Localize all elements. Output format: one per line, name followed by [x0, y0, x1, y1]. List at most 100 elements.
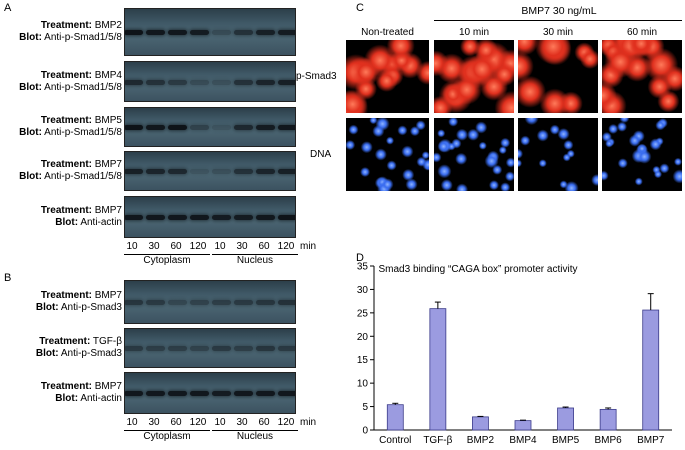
blot-label: Treatment: BMP7 Blot: Anti-actin [0, 381, 122, 405]
blot-key: Blot: [19, 171, 42, 182]
blot-band [278, 215, 295, 220]
bar [642, 309, 660, 431]
blot-band [278, 169, 295, 174]
dna-image [602, 118, 682, 191]
bar [514, 420, 532, 431]
dna-image [346, 118, 429, 191]
blot-band [256, 346, 275, 351]
lane-label: 60 [258, 241, 270, 252]
blot-band [168, 30, 187, 35]
blot-band [168, 125, 187, 130]
blot-key: Blot: [55, 393, 79, 404]
blot-band [168, 391, 187, 396]
y-tick-label: 15 [357, 355, 369, 366]
blot-band [234, 300, 253, 305]
blot-band [212, 169, 231, 174]
blot-band [256, 215, 275, 220]
group-line-cytoplasm [124, 430, 210, 431]
blot-image [124, 107, 296, 147]
lane-label: 60 [170, 417, 182, 428]
bar [599, 408, 617, 431]
panel-c-column-label: 30 min [542, 27, 573, 38]
blot-band [146, 215, 165, 220]
y-tick-label: 20 [357, 332, 369, 343]
blot-band [234, 169, 253, 174]
group-line-cytoplasm [124, 254, 210, 255]
bar [429, 308, 447, 431]
lane-label: 30 [236, 417, 248, 428]
blot-band [212, 215, 231, 220]
psmad3-image [346, 40, 429, 113]
bar [557, 407, 574, 431]
blot-band [234, 125, 253, 130]
blot-value: Anti-p-Smad1/5/8 [44, 81, 122, 93]
x-tick-label: TGF-β [423, 435, 452, 446]
blot-band [278, 125, 295, 130]
treatment-value: BMP7 [94, 159, 122, 170]
panel-c-header-line [434, 20, 682, 21]
panel-c-column-label: 10 min [458, 27, 489, 38]
blot-value: Anti-actin [80, 393, 122, 404]
psmad3-image [518, 40, 598, 113]
blot-band [168, 79, 187, 85]
blot-label: Treatment: BMP5 Blot: Anti-p-Smad1/5/8 [0, 115, 122, 139]
blot-image [124, 196, 296, 238]
lane-label: 30 [236, 241, 248, 252]
treatment-key: Treatment: [40, 205, 92, 216]
panel-d-chart: Smad3 binding “CAGA box” promoter activi… [357, 262, 672, 446]
blot-band [278, 346, 295, 351]
blot-band [146, 30, 165, 35]
x-tick-label: BMP5 [552, 435, 580, 446]
y-tick-label: 25 [357, 308, 369, 319]
dna-image [434, 118, 514, 191]
panel-c-column-label: Non-treated [361, 27, 414, 38]
y-tick-label: 0 [362, 426, 368, 437]
blot-band [190, 300, 209, 305]
blot-band [234, 30, 253, 35]
blot-value: Anti-p-Smad1/5/8 [44, 127, 122, 138]
chart-title: Smad3 binding “CAGA box” promoter activi… [379, 264, 578, 275]
x-tick-label: BMP2 [467, 435, 495, 446]
psmad3-image [602, 40, 682, 113]
blot-band [212, 30, 231, 35]
blot-band [278, 30, 295, 35]
blot-band [146, 300, 165, 305]
blot-image [124, 372, 296, 414]
lane-label: 120 [189, 417, 207, 428]
treatment-value: BMP7 [94, 381, 122, 392]
treatment-value: BMP5 [94, 115, 122, 126]
panel-c-column-label: 60 min [626, 27, 657, 38]
lane-label: 10 [214, 241, 226, 252]
treatment-key: Treatment: [39, 336, 91, 347]
panel-b-letter: B [4, 272, 12, 284]
blot-value: Anti-p-Smad1/5/8 [44, 171, 122, 182]
blot-band [146, 346, 165, 351]
group-label: Nucleus [236, 431, 274, 442]
blot-image [124, 8, 296, 56]
lane-label: 120 [277, 417, 295, 428]
blot-band [190, 79, 209, 85]
blot-band [234, 215, 253, 220]
lane-unit: min [300, 417, 317, 428]
group-label: Nucleus [236, 255, 274, 266]
blot-band [256, 125, 275, 130]
blot-band [234, 79, 253, 85]
blot-label: Treatment: BMP7 Blot: Anti-p-Smad1/5/8 [0, 159, 122, 183]
treatment-value: BMP4 [94, 69, 122, 81]
panel-a-letter: A [4, 2, 12, 14]
lane-label: 120 [277, 241, 295, 252]
blot-band [212, 346, 231, 351]
blot-key: Blot: [19, 127, 42, 138]
treatment-value: BMP2 [94, 20, 122, 31]
blot-value: Anti-p-Smad3 [60, 348, 122, 359]
blot-band [146, 79, 165, 85]
treatment-key: Treatment: [40, 115, 92, 126]
blot-band [256, 300, 275, 305]
blot-band [125, 300, 143, 305]
blot-band [190, 346, 209, 351]
blot-band [125, 30, 143, 35]
bar [472, 416, 489, 431]
panel-c-row-label: DNA [310, 148, 332, 160]
treatment-value: BMP7 [94, 205, 122, 216]
bar [386, 404, 404, 431]
